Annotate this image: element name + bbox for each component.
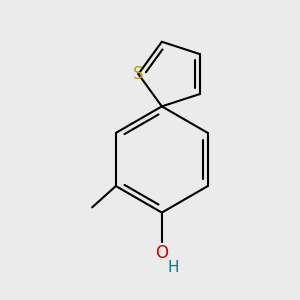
Text: S: S bbox=[133, 65, 144, 83]
Text: H: H bbox=[168, 260, 179, 275]
Text: O: O bbox=[155, 244, 168, 262]
